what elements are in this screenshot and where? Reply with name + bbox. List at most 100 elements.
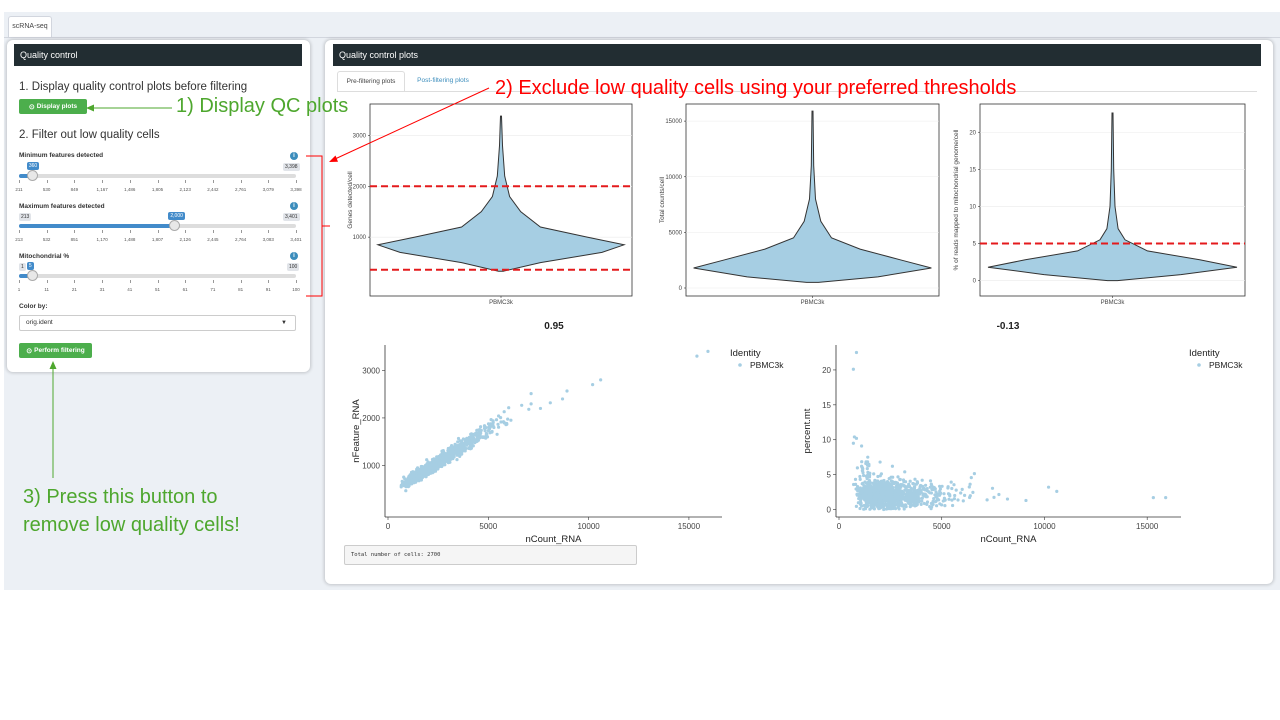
tab-scrna-seq[interactable]: scRNA-seq xyxy=(8,16,52,38)
data-point xyxy=(591,383,595,387)
data-point xyxy=(918,490,922,494)
x-tick-label: 5000 xyxy=(933,522,951,531)
tick-label: 11 xyxy=(44,287,50,292)
slider-handle[interactable] xyxy=(168,220,180,231)
data-point xyxy=(856,489,860,493)
perform-filtering-button[interactable]: ⊙ Perform filtering xyxy=(19,343,92,358)
data-point xyxy=(890,464,895,468)
y-tick-label: 10 xyxy=(969,204,976,210)
data-point xyxy=(867,490,871,494)
data-point xyxy=(548,401,552,405)
arrow-thresholds xyxy=(334,87,490,160)
data-point xyxy=(941,499,945,503)
x-tick-label: 5000 xyxy=(479,522,497,531)
slider-max-badge: 3,401 xyxy=(283,213,300,221)
data-point xyxy=(494,418,499,422)
data-point xyxy=(872,507,877,511)
data-point xyxy=(507,406,511,410)
violin-shape xyxy=(693,110,932,283)
data-point xyxy=(860,464,864,468)
data-point xyxy=(404,485,408,489)
info-icon[interactable]: i xyxy=(290,152,298,160)
info-icon[interactable]: i xyxy=(290,202,298,210)
slider-handle[interactable] xyxy=(27,170,39,181)
y-tick-label: 3000 xyxy=(353,133,367,139)
slider-fill xyxy=(19,274,33,278)
data-point xyxy=(900,483,904,487)
data-point xyxy=(599,378,603,382)
x-axis-label: nCount_RNA xyxy=(981,534,1038,545)
tick-label: 2,123 xyxy=(179,187,191,192)
legend-title: Identity xyxy=(730,348,761,359)
data-point xyxy=(453,442,457,446)
slider-handle[interactable] xyxy=(27,270,39,281)
data-point xyxy=(876,474,880,479)
scatter1-title: 0.95 xyxy=(544,321,564,332)
data-point xyxy=(949,480,953,484)
y-tick-label: 10000 xyxy=(665,175,682,181)
data-point xyxy=(865,463,870,467)
data-point xyxy=(479,425,483,429)
tick-mark xyxy=(296,230,297,233)
data-point xyxy=(881,484,885,488)
data-point xyxy=(910,498,914,502)
data-point xyxy=(460,442,464,446)
data-point xyxy=(864,481,868,485)
data-point xyxy=(695,354,699,358)
data-point xyxy=(990,486,995,490)
slider-max-badge: 100 xyxy=(287,263,300,271)
data-point xyxy=(902,507,906,511)
data-point xyxy=(900,495,904,499)
slider-fill xyxy=(19,174,33,178)
data-point xyxy=(882,478,886,483)
tick-label: 1,167 xyxy=(96,187,108,192)
data-point xyxy=(529,392,533,396)
slider-track[interactable] xyxy=(19,174,296,178)
data-point xyxy=(912,485,917,489)
data-point xyxy=(879,479,884,483)
data-point xyxy=(854,482,858,486)
data-point xyxy=(408,481,412,485)
data-point xyxy=(898,477,902,482)
y-tick-label: 2000 xyxy=(353,184,367,190)
slider-value-badge: 2,000 xyxy=(168,212,185,220)
data-point xyxy=(920,499,924,503)
tick-mark xyxy=(185,280,187,283)
data-point xyxy=(950,486,954,491)
data-point xyxy=(875,491,880,495)
x-tick-label: 10000 xyxy=(1033,522,1056,531)
data-point xyxy=(886,481,891,485)
data-point xyxy=(872,472,876,476)
data-point xyxy=(938,487,943,491)
data-point xyxy=(425,470,430,474)
data-point xyxy=(925,502,929,506)
color-by-select[interactable]: orig.ident ▼ xyxy=(19,315,296,331)
data-point xyxy=(892,497,896,501)
tick-label: 91 xyxy=(265,287,271,292)
tab-post-filtering[interactable]: Post-filtering plots xyxy=(417,77,469,84)
data-point xyxy=(489,418,493,422)
tick-mark xyxy=(46,230,48,233)
y-tick-label: 5000 xyxy=(669,230,683,236)
info-icon[interactable]: i xyxy=(290,252,298,260)
data-point xyxy=(495,432,499,436)
tick-mark xyxy=(102,230,104,233)
tick-label: 41 xyxy=(127,287,133,292)
data-point xyxy=(453,447,457,451)
slider-track[interactable] xyxy=(19,274,296,278)
data-point xyxy=(860,482,864,486)
data-point xyxy=(1164,496,1168,500)
data-point xyxy=(861,492,865,497)
data-point xyxy=(877,481,882,486)
data-point xyxy=(961,499,965,503)
data-point xyxy=(404,489,408,493)
data-point xyxy=(496,422,500,426)
data-point xyxy=(969,476,973,480)
violin-shape xyxy=(987,112,1238,282)
display-plots-button[interactable]: ⊙ Display plots xyxy=(19,99,87,114)
data-point xyxy=(946,485,950,489)
data-point xyxy=(502,410,506,414)
tick-label: 530 xyxy=(42,187,51,192)
data-point xyxy=(928,479,933,483)
tick-label: 3,079 xyxy=(262,187,274,192)
